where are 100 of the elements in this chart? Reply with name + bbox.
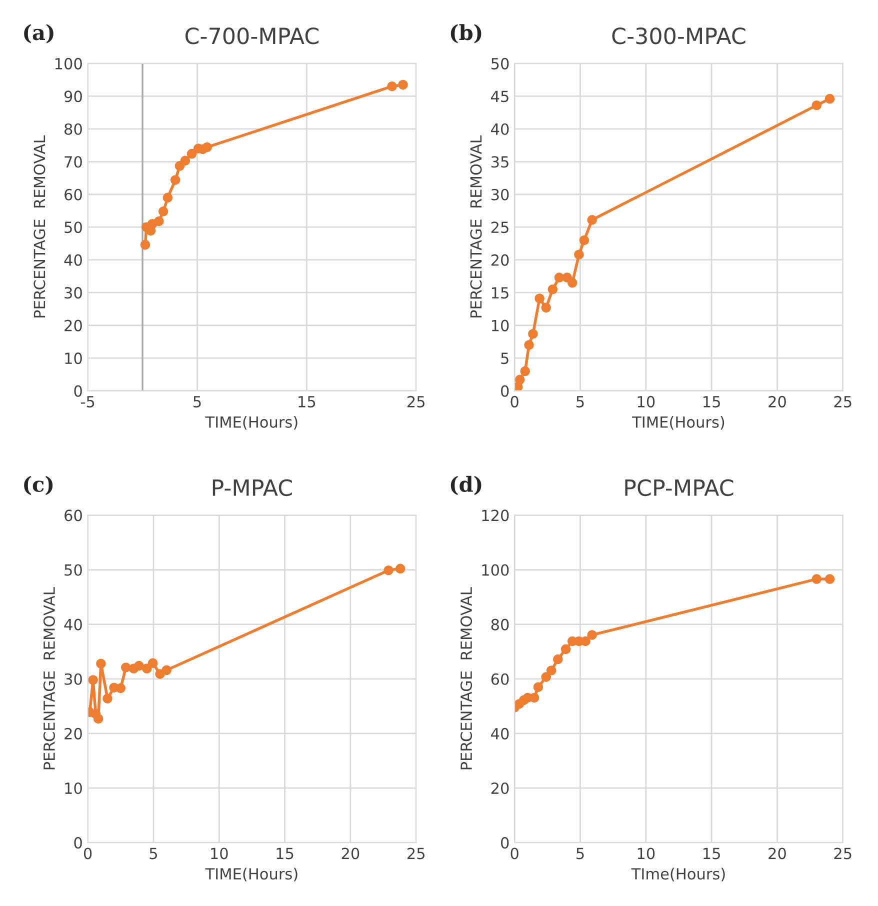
point — [158, 206, 168, 216]
y-tick-label: 120 — [482, 510, 509, 522]
x-tick-label: 25 — [834, 396, 852, 408]
x-tick-label: 5 — [150, 848, 157, 860]
point — [398, 80, 408, 90]
x-tick-label: 10 — [638, 396, 655, 408]
y-tick-label: 20 — [491, 254, 509, 266]
point — [568, 278, 578, 288]
y-tick-label: 10 — [65, 352, 82, 364]
y-tick-label: 30 — [491, 188, 509, 200]
point — [541, 672, 551, 682]
y-tick-label: 10 — [492, 320, 509, 332]
x-tick-label: 15 — [704, 848, 720, 860]
text: (c) — [24, 476, 53, 495]
x-tick-label: 15 — [298, 396, 316, 408]
point — [574, 250, 584, 260]
point — [587, 630, 597, 640]
x-tick-label: 20 — [768, 848, 786, 860]
x-tick-label: 5 — [194, 396, 201, 408]
point — [387, 81, 397, 92]
x-tick-label: 10 — [211, 848, 228, 860]
x-axis-title: TIme(Hours) — [631, 868, 725, 882]
text: (a) — [24, 24, 54, 44]
point — [384, 565, 394, 576]
point — [533, 682, 544, 692]
point — [812, 100, 822, 110]
y-tick-label: 50 — [491, 58, 509, 70]
point — [186, 148, 197, 159]
point — [93, 714, 104, 724]
y-axis-title: PERCENTAGE REMOVAL — [34, 135, 46, 318]
point — [534, 294, 544, 304]
y-tick-label: 50 — [64, 564, 82, 576]
point — [180, 156, 190, 166]
y-tick-label: 60 — [64, 510, 82, 522]
y-tick-label: 25 — [491, 222, 508, 234]
point — [202, 142, 212, 152]
y-tick-label: 20 — [64, 320, 82, 332]
point — [520, 366, 530, 376]
text: (b) — [450, 24, 482, 44]
point — [88, 675, 98, 685]
y-tick-label: 0 — [74, 837, 82, 849]
y-axis-title: PERCENTAGE REMOVAL — [43, 587, 55, 770]
chart-title: P-MPAC — [212, 479, 292, 496]
y-tick-label: 80 — [491, 618, 509, 630]
text: (d) — [450, 476, 482, 495]
y-tick-label: 0 — [501, 837, 509, 849]
y-tick-label: 20 — [491, 782, 509, 794]
point — [587, 215, 597, 225]
point — [170, 175, 180, 185]
y-tick-label: 0 — [74, 385, 82, 397]
point — [812, 574, 822, 584]
y-tick-label: 100 — [55, 58, 82, 70]
point — [546, 666, 556, 676]
x-axis-title: TIME(Hours) — [205, 416, 298, 430]
x-tick-label: -5 — [80, 396, 94, 408]
point — [162, 192, 173, 203]
point — [528, 328, 538, 339]
chart-title: PCP-MPAC — [625, 479, 734, 496]
point — [524, 340, 534, 350]
y-tick-label: 80 — [64, 123, 82, 135]
y-tick-label: 0 — [501, 385, 509, 397]
y-tick-label: 5 — [501, 352, 508, 364]
y-tick-label: 40 — [64, 254, 82, 266]
point — [102, 694, 112, 704]
y-tick-label: 30 — [64, 673, 82, 685]
y-tick-label: 60 — [491, 673, 509, 685]
y-tick-label: 10 — [65, 782, 82, 794]
x-tick-label: 25 — [407, 396, 424, 408]
point — [162, 665, 172, 676]
point — [541, 302, 551, 313]
y-axis-title: PERCENTAGE REMOVAL — [470, 135, 482, 318]
point — [148, 658, 158, 668]
y-tick-label: 40 — [64, 618, 82, 630]
y-tick-label: 40 — [491, 123, 509, 135]
x-tick-label: 15 — [276, 848, 294, 860]
point — [140, 240, 150, 250]
x-tick-label: 20 — [342, 848, 360, 860]
x-axis-title: TIME(Hours) — [632, 416, 724, 430]
x-axis-title: TIME(Hours) — [205, 868, 298, 882]
point — [154, 216, 164, 226]
x-tick-label: 25 — [407, 848, 424, 860]
y-tick-label: 20 — [64, 728, 82, 740]
point — [548, 284, 558, 294]
chart-title: C-700-MPAC — [185, 27, 318, 44]
point — [580, 636, 590, 646]
y-tick-label: 90 — [64, 90, 82, 102]
x-tick-label: 10 — [638, 848, 655, 860]
point — [116, 683, 126, 694]
x-tick-label: 20 — [768, 396, 786, 408]
y-tick-label: 45 — [491, 90, 508, 102]
chart-title: C-300-MPAC — [612, 27, 746, 44]
y-tick-label: 100 — [482, 564, 509, 576]
x-tick-label: 0 — [510, 848, 518, 860]
y-tick-label: 40 — [491, 728, 509, 740]
x-tick-label: 0 — [84, 848, 92, 860]
x-tick-label: 5 — [576, 396, 584, 408]
y-tick-label: 70 — [64, 156, 82, 168]
point — [96, 658, 106, 668]
point — [560, 644, 571, 654]
x-tick-label: 15 — [704, 396, 720, 408]
